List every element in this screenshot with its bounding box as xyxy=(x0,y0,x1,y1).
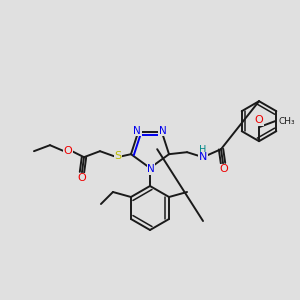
Text: O: O xyxy=(64,146,72,156)
Text: S: S xyxy=(114,151,122,161)
Text: O: O xyxy=(255,115,263,125)
Text: N: N xyxy=(199,152,207,162)
Text: N: N xyxy=(134,126,141,136)
Text: N: N xyxy=(147,164,155,174)
Text: N: N xyxy=(159,126,166,136)
Text: O: O xyxy=(78,173,86,183)
Text: O: O xyxy=(220,164,228,174)
Text: H: H xyxy=(199,145,207,155)
Text: CH₃: CH₃ xyxy=(279,117,295,126)
